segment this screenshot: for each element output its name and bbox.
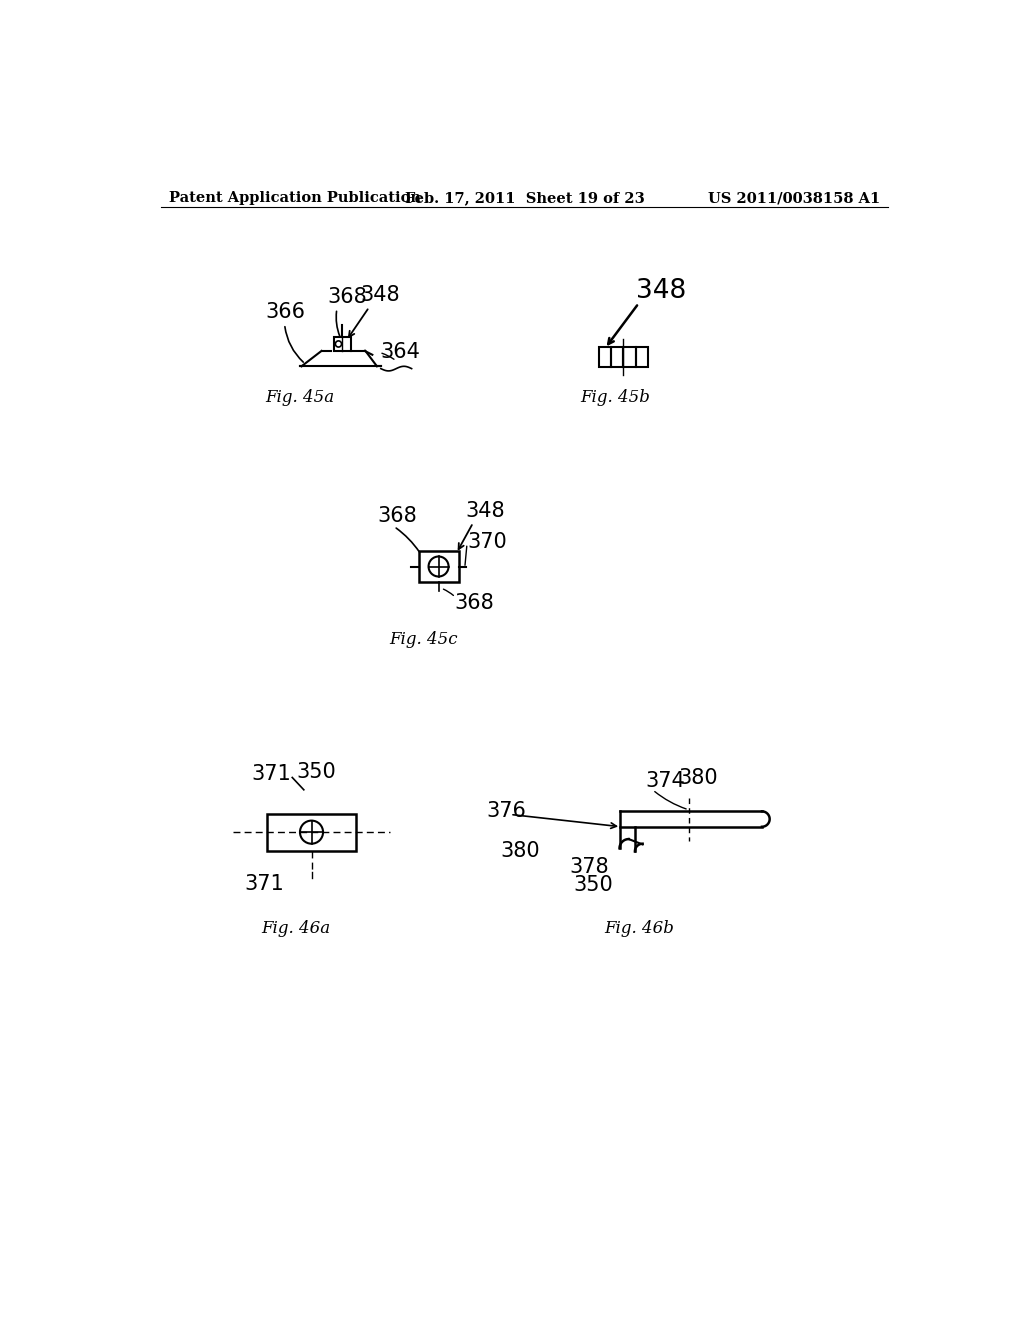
Bar [419, 552, 459, 582]
Text: Patent Application Publication: Patent Application Publication [169, 191, 421, 206]
Text: 376: 376 [486, 801, 526, 821]
Text: Feb. 17, 2011  Sheet 19 of 23: Feb. 17, 2011 Sheet 19 of 23 [404, 191, 645, 206]
Bar [334, 337, 351, 351]
Bar [611, 347, 624, 367]
Text: 348: 348 [466, 502, 505, 521]
Text: 368: 368 [454, 594, 494, 614]
Text: 371: 371 [245, 874, 285, 894]
Text: 350: 350 [573, 875, 613, 895]
Text: Fig. 46b: Fig. 46b [604, 920, 674, 937]
Bar [624, 347, 636, 367]
Text: Fig. 45b: Fig. 45b [581, 388, 650, 405]
Text: 380: 380 [679, 768, 719, 788]
Bar [599, 347, 611, 367]
Text: 364: 364 [381, 342, 421, 363]
Text: Fig. 46a: Fig. 46a [261, 920, 331, 937]
Text: 348: 348 [636, 277, 686, 304]
Text: US 2011/0038158 A1: US 2011/0038158 A1 [709, 191, 881, 206]
Text: Fig. 45c: Fig. 45c [389, 631, 458, 648]
Text: 371: 371 [251, 764, 291, 784]
Text: 368: 368 [377, 507, 417, 527]
Text: 366: 366 [265, 302, 305, 322]
Text: 368: 368 [327, 286, 367, 308]
Text: 350: 350 [296, 762, 336, 781]
Bar [267, 813, 355, 850]
Text: 348: 348 [360, 285, 399, 305]
Text: Fig. 45a: Fig. 45a [265, 388, 335, 405]
Text: 370: 370 [468, 532, 508, 552]
Bar [636, 347, 648, 367]
Text: 374: 374 [645, 771, 685, 791]
Text: 380: 380 [500, 841, 540, 862]
Text: 378: 378 [569, 857, 609, 876]
